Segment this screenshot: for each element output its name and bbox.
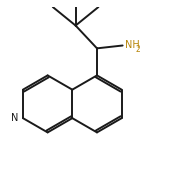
Text: N: N [11,113,19,123]
Text: 2: 2 [135,45,140,54]
Text: NH: NH [125,40,139,50]
